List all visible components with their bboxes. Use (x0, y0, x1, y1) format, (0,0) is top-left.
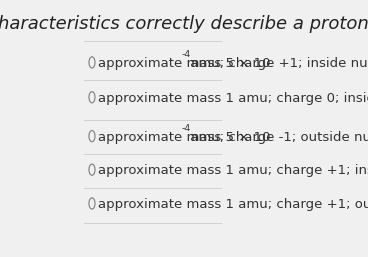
Text: -4: -4 (181, 50, 191, 59)
Text: approximate mass 5 × 10: approximate mass 5 × 10 (98, 57, 270, 70)
Text: amu; charge -1; outside nucleus: amu; charge -1; outside nucleus (186, 131, 368, 144)
Text: amu; charge +1; inside nucleus: amu; charge +1; inside nucleus (186, 57, 368, 70)
Text: approximate mass 1 amu; charge +1; outside nucleus: approximate mass 1 amu; charge +1; outsi… (98, 198, 368, 211)
Text: approximate mass 5 × 10: approximate mass 5 × 10 (98, 131, 270, 144)
Text: Which characteristics correctly describe a proton?: Which characteristics correctly describe… (0, 15, 368, 33)
Text: approximate mass 1 amu; charge 0; inside nucleus: approximate mass 1 amu; charge 0; inside… (98, 92, 368, 105)
Text: approximate mass 1 amu; charge +1; inside nucleus: approximate mass 1 amu; charge +1; insid… (98, 164, 368, 177)
Text: -4: -4 (181, 124, 191, 133)
